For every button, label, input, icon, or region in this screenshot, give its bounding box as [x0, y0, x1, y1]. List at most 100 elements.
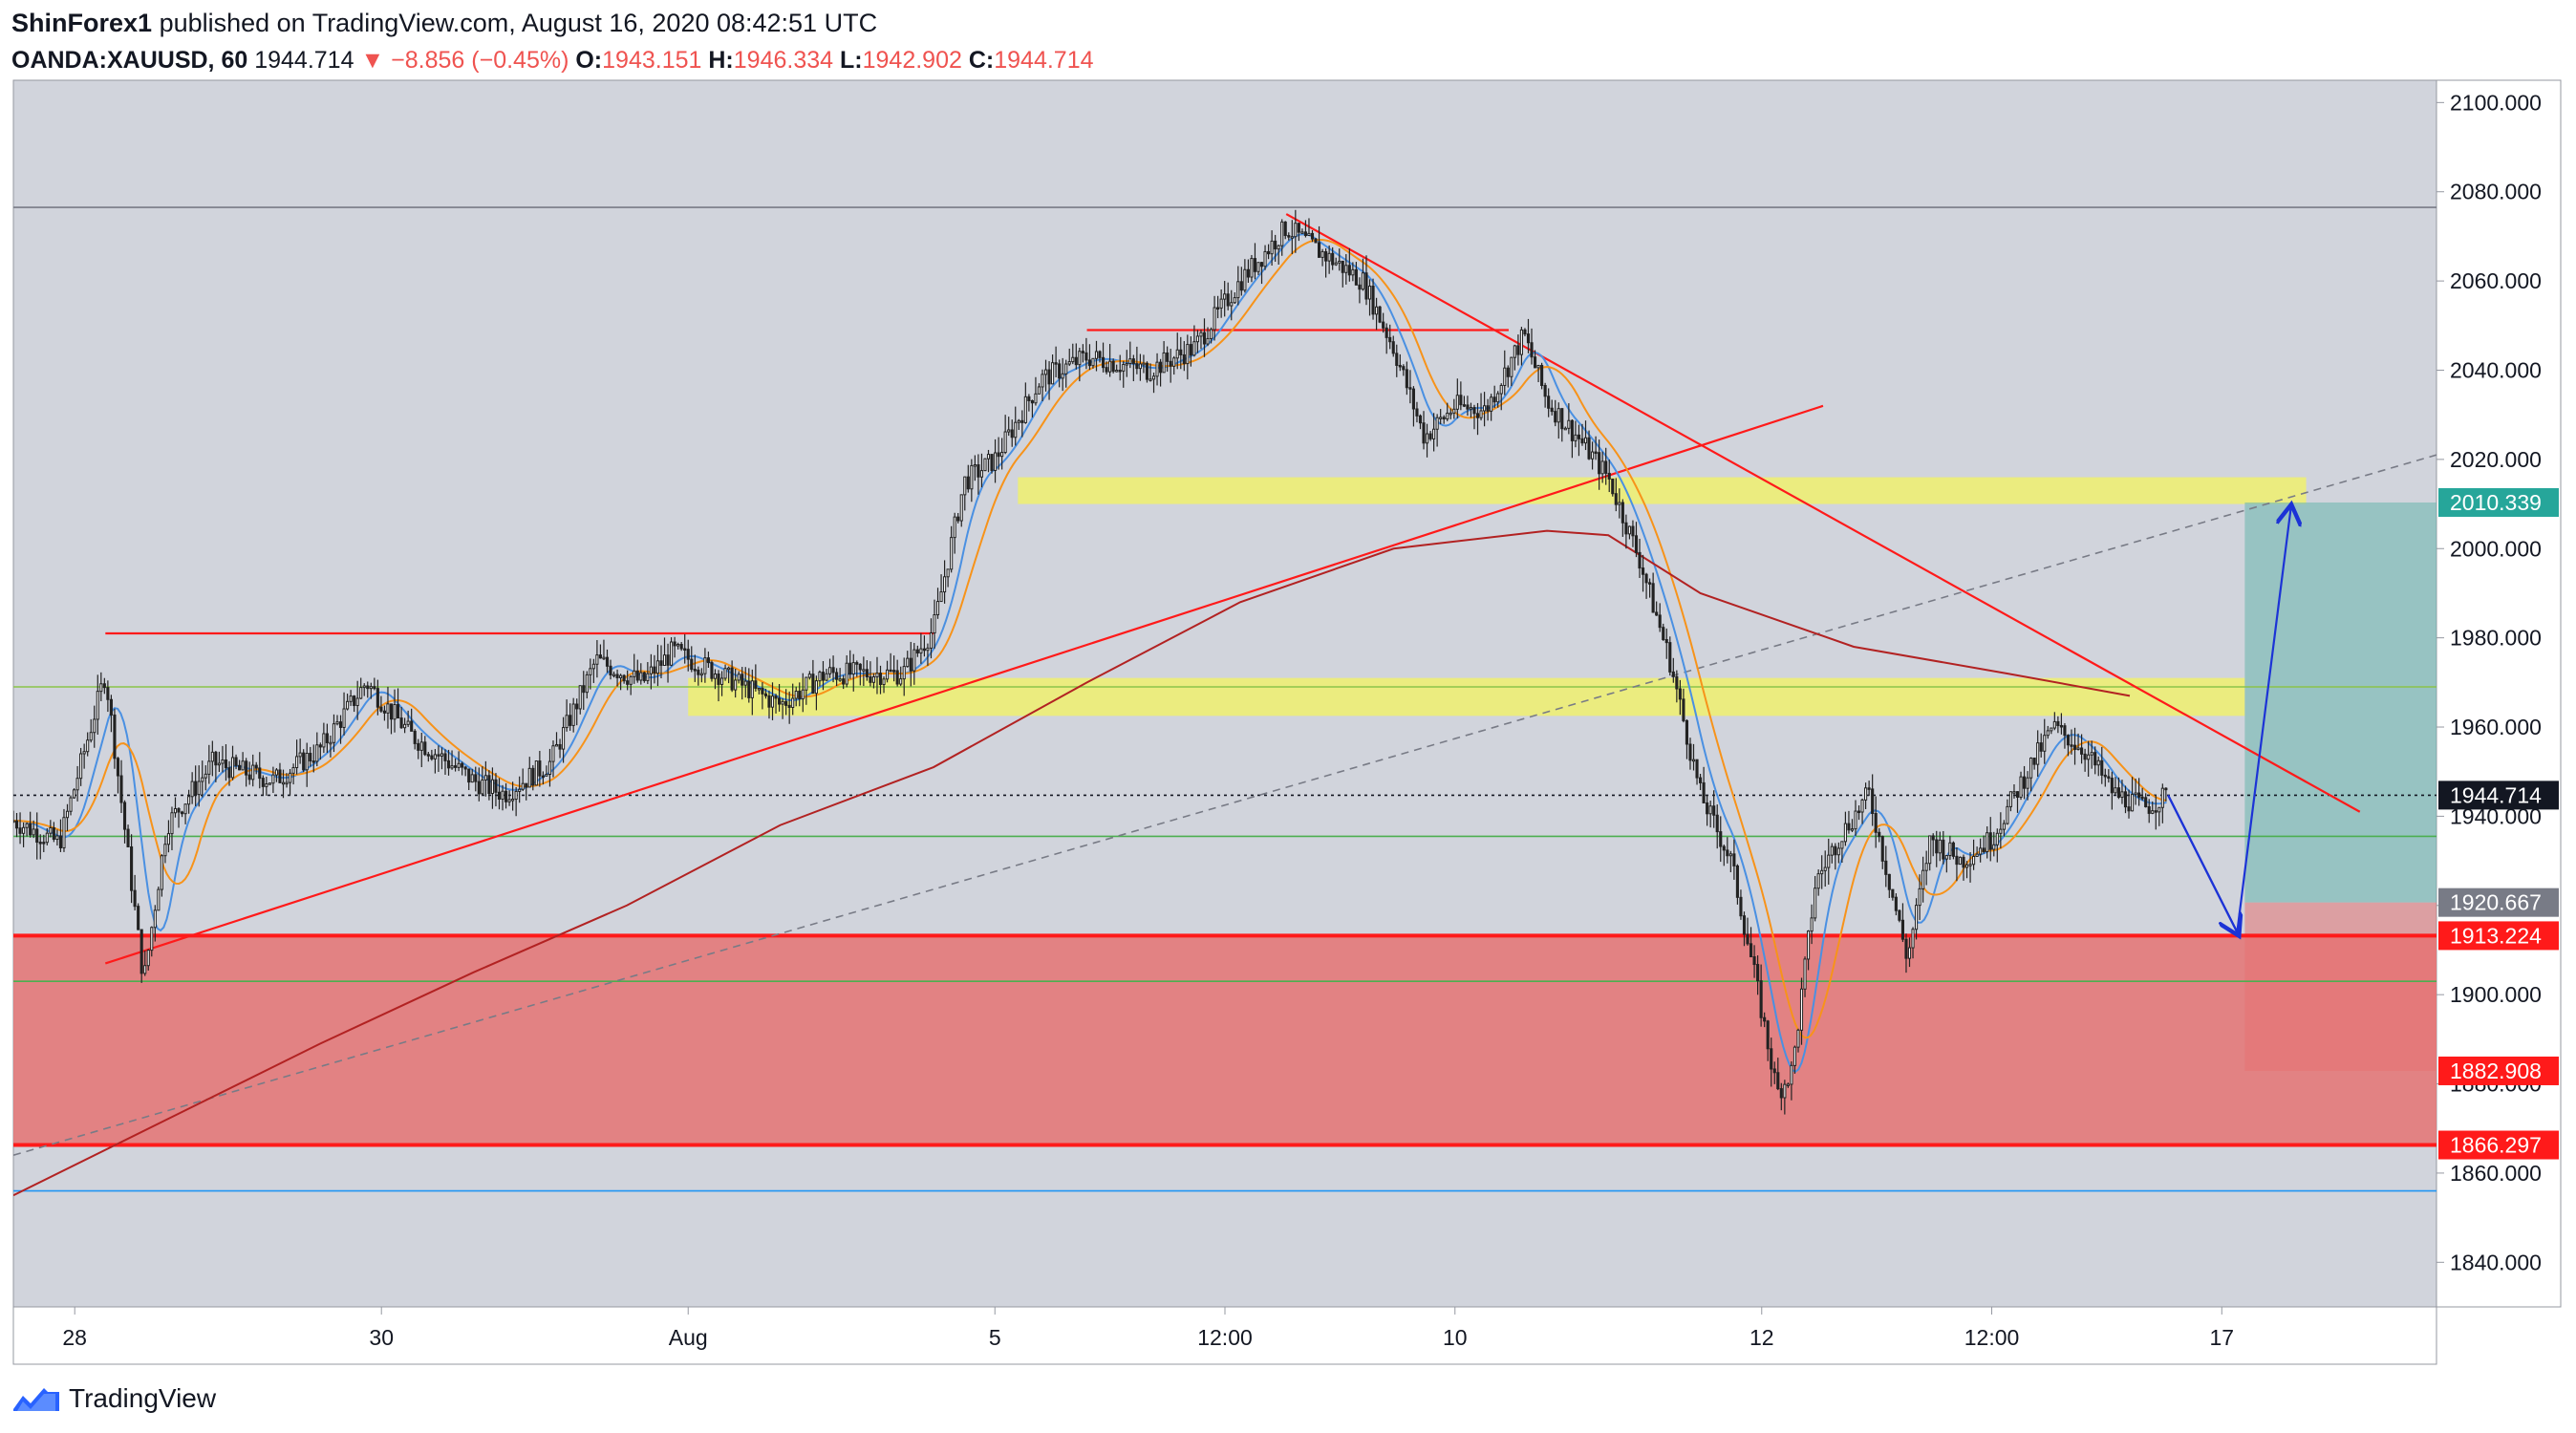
- candle-body: [662, 654, 667, 666]
- candle-body: [2039, 742, 2043, 752]
- candle-body: [1064, 363, 1068, 374]
- candle-body: [915, 649, 919, 654]
- candle-body: [1435, 417, 1439, 430]
- candle-body: [52, 827, 55, 841]
- candle-body: [935, 601, 940, 616]
- candle-body: [1944, 855, 1948, 860]
- candle-body: [73, 789, 76, 799]
- candle-body: [1695, 759, 1699, 779]
- price-label-badge: [2438, 888, 2559, 917]
- candle-body: [699, 673, 703, 676]
- candle-body: [1043, 369, 1048, 375]
- candle-body: [1155, 361, 1159, 377]
- candle-body: [271, 774, 275, 784]
- candle-body: [393, 704, 397, 720]
- y-tick-label: 2020.000: [2450, 447, 2542, 472]
- candle-body: [1631, 525, 1635, 537]
- y-tick-label: 1840.000: [2450, 1250, 2542, 1274]
- candle-body: [1513, 345, 1516, 358]
- candle-body: [18, 827, 22, 834]
- candle-body: [763, 693, 768, 696]
- candle-body: [737, 674, 741, 681]
- candle-body: [895, 670, 899, 685]
- y-tick-label: 1960.000: [2450, 715, 2542, 739]
- candle-body: [1327, 252, 1331, 262]
- candle-body: [963, 476, 967, 496]
- y-tick-label: 1860.000: [2450, 1161, 2542, 1186]
- price-label-badge: [2438, 1056, 2559, 1085]
- candle-body: [1071, 356, 1075, 363]
- candle-body: [2100, 759, 2104, 776]
- candle-body: [109, 698, 113, 716]
- candle-body: [2110, 778, 2114, 794]
- candle-body: [1358, 284, 1362, 290]
- candle-body: [25, 823, 29, 828]
- candle-body: [1942, 839, 1945, 860]
- candle-body: [153, 909, 157, 929]
- candle-body: [889, 669, 892, 673]
- y-tick-label: 2060.000: [2450, 268, 2542, 293]
- candle-body: [906, 657, 910, 668]
- candle-body: [770, 695, 775, 708]
- candle-body: [1648, 582, 1652, 585]
- candle-body: [1034, 393, 1038, 404]
- candle-body: [578, 685, 582, 710]
- candle-body: [1688, 743, 1692, 761]
- candle-body: [1840, 841, 1844, 849]
- candle-body: [1836, 847, 1840, 856]
- candle-body: [1078, 351, 1082, 366]
- candle-body: [1115, 370, 1119, 373]
- candle-body: [1081, 351, 1084, 353]
- candle-body: [531, 767, 535, 786]
- symbol-label[interactable]: OANDA:XAUUSD, 60: [11, 47, 248, 74]
- candle-body: [1662, 627, 1665, 640]
- candle-body: [1820, 869, 1824, 875]
- candle-body: [1533, 356, 1537, 369]
- candle-body: [1334, 262, 1338, 266]
- candle-body: [93, 718, 97, 734]
- candle-body: [734, 679, 738, 691]
- candle-body: [1678, 688, 1682, 700]
- candle-body: [1857, 810, 1861, 814]
- candle-body: [130, 845, 134, 891]
- candle-body: [690, 658, 694, 671]
- candle-body: [501, 790, 504, 801]
- candle-body: [278, 769, 282, 783]
- candle-body: [2046, 730, 2050, 737]
- candle-body: [754, 680, 758, 689]
- candle-body: [1030, 399, 1034, 404]
- candle-body: [1968, 864, 1972, 866]
- candle-body: [1796, 1029, 1800, 1048]
- author-name[interactable]: ShinForex1: [11, 9, 153, 37]
- candle-body: [703, 657, 707, 674]
- candle-body: [2096, 759, 2100, 766]
- candle-body: [1385, 327, 1388, 338]
- candles: [13, 209, 2168, 1115]
- candle-body: [119, 775, 123, 803]
- candle-body: [481, 779, 484, 795]
- candle-body: [595, 654, 599, 665]
- candle-body: [201, 777, 204, 782]
- candle-body: [1918, 888, 1921, 907]
- x-tick-label: Aug: [669, 1325, 708, 1350]
- candle-body: [589, 668, 592, 675]
- candle-body: [55, 835, 59, 841]
- tradingview-brand[interactable]: TradingView: [11, 1378, 216, 1420]
- candle-body: [1574, 434, 1578, 441]
- candle-body: [1455, 395, 1459, 410]
- candle-body: [882, 678, 886, 685]
- candle-body: [842, 678, 846, 685]
- candle-body: [1010, 429, 1014, 438]
- candle-body: [1382, 321, 1385, 329]
- candle-body: [1175, 349, 1179, 359]
- candle-body: [642, 672, 646, 681]
- candle-body: [1135, 363, 1139, 370]
- candle-body: [1274, 240, 1277, 250]
- candle-body: [1496, 393, 1500, 403]
- candle-body: [1898, 909, 1901, 921]
- candle-body: [990, 454, 994, 471]
- candle-body: [1580, 438, 1584, 444]
- candle-body: [1749, 943, 1753, 958]
- plot-layer: [13, 206, 2436, 1197]
